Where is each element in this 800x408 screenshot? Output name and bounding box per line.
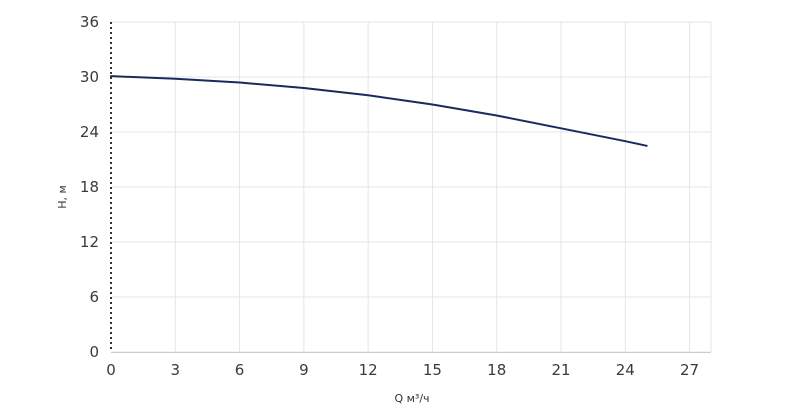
y-axis-label: H, м (56, 185, 69, 209)
y-tick-label: 36 (80, 13, 99, 31)
x-tick-label: 3 (171, 361, 181, 379)
y-tick-label: 30 (80, 68, 99, 86)
x-axis-label: Q м³/ч (394, 392, 429, 405)
x-tick-label: 24 (616, 361, 635, 379)
y-tick-label: 24 (80, 123, 99, 141)
x-tick-label: 27 (680, 361, 699, 379)
series-line (110, 75, 648, 147)
x-tick-label: 0 (106, 361, 116, 379)
x-tick-label: 18 (487, 361, 506, 379)
x-tick-label: 15 (423, 361, 442, 379)
y-tick-label: 0 (89, 343, 99, 361)
x-tick-label: 6 (235, 361, 245, 379)
series-layer (110, 75, 648, 147)
y-tick-label: 18 (80, 178, 99, 196)
grid (111, 21, 712, 353)
y-tick-label: 12 (80, 233, 99, 251)
x-tick-label: 21 (551, 361, 570, 379)
x-tick-label: 9 (299, 361, 309, 379)
y-tick-label: 6 (89, 288, 99, 306)
x-tick-label: 12 (359, 361, 378, 379)
